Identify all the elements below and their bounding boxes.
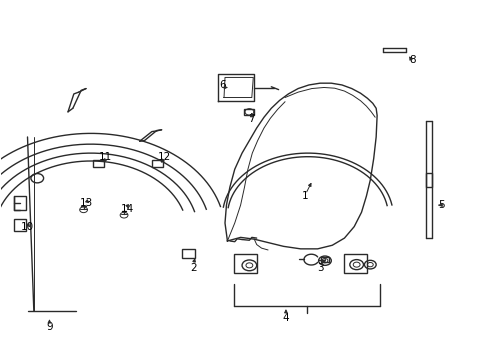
Bar <box>93 160 103 167</box>
Bar <box>181 249 195 258</box>
Text: 3: 3 <box>316 263 323 273</box>
Bar <box>14 219 26 231</box>
Text: 2: 2 <box>190 263 196 273</box>
Bar <box>244 109 254 115</box>
Bar <box>320 257 329 262</box>
Text: 9: 9 <box>46 322 53 332</box>
Bar <box>343 254 366 273</box>
Text: 7: 7 <box>248 114 255 124</box>
Bar <box>152 160 163 167</box>
Text: 4: 4 <box>282 313 289 323</box>
Text: 1: 1 <box>302 191 308 201</box>
Text: 6: 6 <box>219 80 225 90</box>
Text: 5: 5 <box>438 200 445 210</box>
Text: 8: 8 <box>408 55 415 65</box>
Text: 12: 12 <box>157 152 170 162</box>
Text: 13: 13 <box>79 198 92 208</box>
Text: 11: 11 <box>99 152 112 162</box>
Bar <box>233 254 257 273</box>
Bar <box>426 173 431 187</box>
Text: 10: 10 <box>21 222 34 231</box>
Bar <box>14 197 26 210</box>
Text: 14: 14 <box>121 204 134 214</box>
